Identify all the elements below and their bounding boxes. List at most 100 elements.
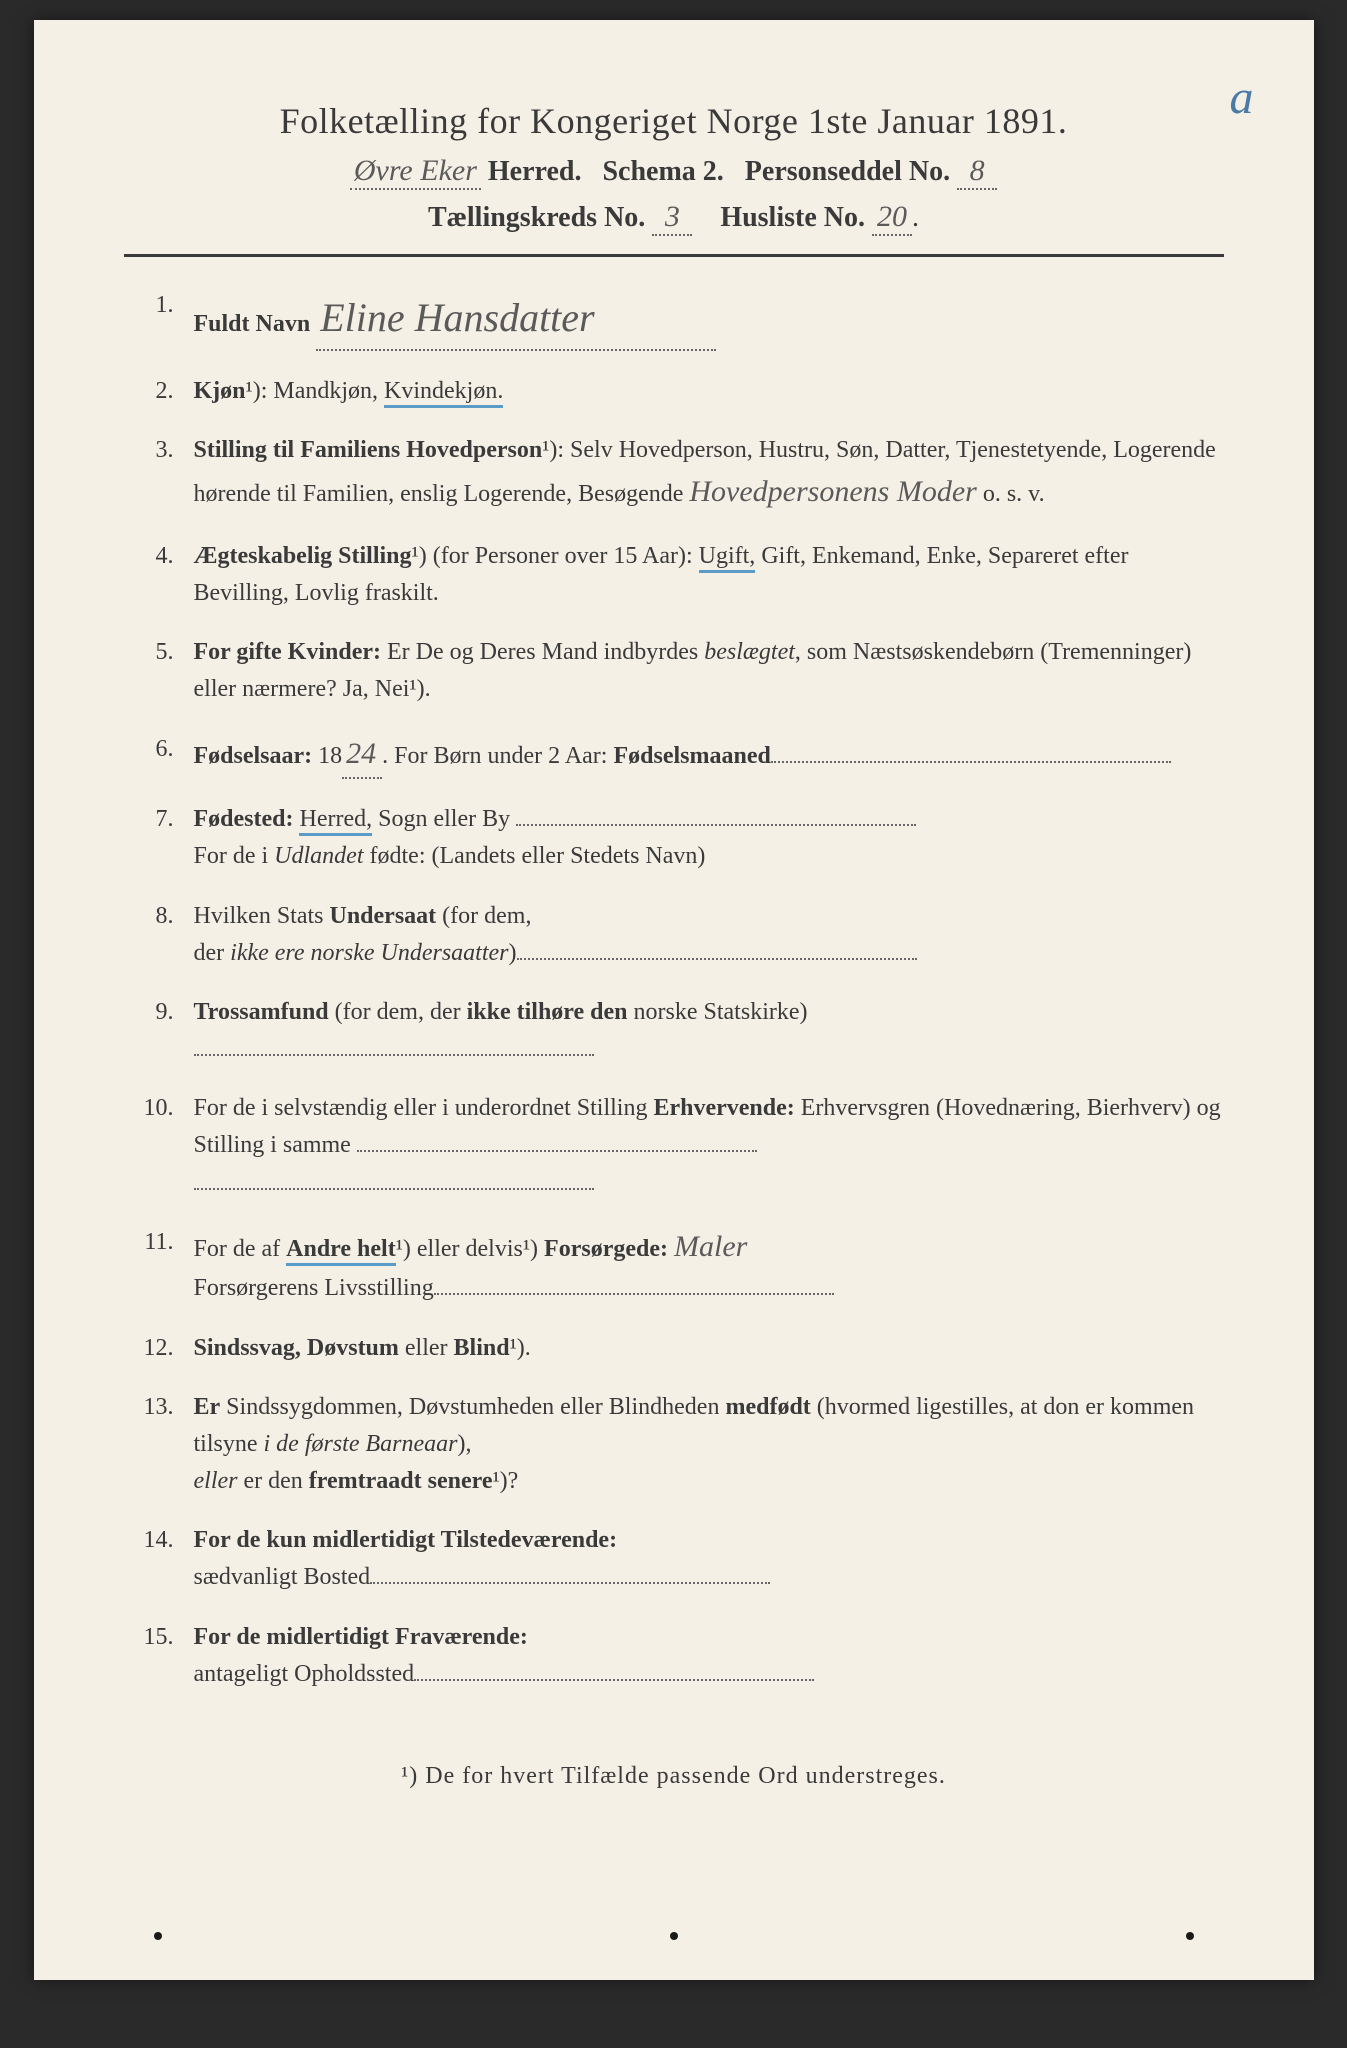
ink-spot (670, 1932, 678, 1940)
personseddel-no: 8 (957, 154, 997, 190)
item-number: 14. (134, 1522, 194, 1596)
item-text: ikke tilhøre den (467, 999, 628, 1025)
item-text (194, 1188, 594, 1190)
item-text: ) (509, 940, 517, 966)
handwritten-value: Maler (674, 1230, 747, 1263)
item-number: 15. (134, 1619, 194, 1693)
form-title: Folketælling for Kongeriget Norge 1ste J… (124, 100, 1224, 142)
item-text: o. s. v. (977, 481, 1045, 507)
herred-value: Øvre Eker (350, 154, 481, 190)
ink-spot (154, 1932, 162, 1940)
item-text: ¹). (510, 1335, 531, 1361)
item-text: . For Børn under 2 Aar: (382, 743, 613, 769)
form-item: 3.Stilling til Familiens Hovedperson¹): … (134, 432, 1224, 516)
form-item: 11.For de af Andre helt¹) eller delvis¹)… (134, 1224, 1224, 1308)
item-body: Stilling til Familiens Hovedperson¹): Se… (194, 432, 1224, 516)
item-body: Fødselsaar: 1824. For Børn under 2 Aar: … (194, 731, 1224, 780)
taellingskreds-label: Tællingskreds No. (428, 202, 645, 233)
form-item: 10.For de i selvstændig eller i underord… (134, 1090, 1224, 1202)
item-text: Blind (454, 1335, 510, 1361)
item-text: Forsørgerens Livsstilling (194, 1275, 434, 1301)
item-number: 7. (134, 801, 194, 875)
item-text: eller (399, 1335, 454, 1361)
form-item: 14.For de kun midlertidigt Tilstedeværen… (134, 1522, 1224, 1596)
item-text: (for dem, der (329, 999, 467, 1025)
husliste-label: Husliste No. (720, 202, 865, 233)
personseddel-label: Personseddel No. (745, 156, 950, 187)
item-body: For de kun midlertidigt Tilstedeværende:… (194, 1522, 1224, 1596)
item-text: sædvanligt Bosted (194, 1564, 371, 1590)
item-text (434, 1293, 834, 1295)
item-text (414, 1679, 814, 1681)
item-number: 13. (134, 1389, 194, 1501)
form-item: 9.Trossamfund (for dem, der ikke tilhøre… (134, 994, 1224, 1068)
item-number: 2. (134, 373, 194, 410)
item-text: For de af (194, 1236, 287, 1262)
handwritten-value: 24 (342, 731, 382, 780)
ink-spot (1186, 1932, 1194, 1940)
item-text: der (194, 940, 231, 966)
item-text (357, 1150, 757, 1152)
item-body: Trossamfund (for dem, der ikke tilhøre d… (194, 994, 1224, 1068)
item-text: For de kun midlertidigt Tilstedeværende: (194, 1527, 618, 1553)
item-text: 18 (312, 743, 342, 769)
item-body: Kjøn¹): Mandkjøn, Kvindekjøn. (194, 373, 1224, 410)
item-body: For de i selvstændig eller i underordnet… (194, 1090, 1224, 1202)
item-text: fødte: (Landets eller Stedets Navn) (364, 843, 706, 869)
item-text: For gifte Kvinder: (194, 639, 382, 665)
item-body: Ægteskabelig Stilling¹) (for Personer ov… (194, 538, 1224, 612)
full-name-value: Eline Hansdatter (316, 287, 716, 351)
item-text: Udlandet (274, 843, 363, 869)
item-text: Er (194, 1394, 221, 1420)
item-number: 11. (134, 1224, 194, 1308)
item-text: er den (237, 1468, 308, 1494)
item-text: Fødested: (194, 806, 294, 832)
form-item: 5.For gifte Kvinder: Er De og Deres Mand… (134, 634, 1224, 708)
item-number: 3. (134, 432, 194, 516)
item-text: norske Statskirke) (628, 999, 808, 1025)
item-text (771, 761, 1171, 763)
item-text (370, 1582, 770, 1584)
header-rule (124, 254, 1224, 257)
item-text: Trossamfund (194, 999, 329, 1025)
form-header: Folketælling for Kongeriget Norge 1ste J… (124, 100, 1224, 236)
item-text: (for dem, (436, 903, 531, 929)
item-text: For de midlertidigt Fraværende: (194, 1624, 528, 1650)
header-line-3: Tællingskreds No. 3 Husliste No. 20. (124, 200, 1224, 236)
form-item: 7.Fødested: Herred, Sogn eller By For de… (134, 801, 1224, 875)
item-text: antageligt Opholdssted (194, 1661, 415, 1687)
husliste-no: 20 (872, 200, 912, 236)
archival-marks (154, 1932, 1194, 1940)
handwritten-value: Hovedpersonens Moder (689, 475, 976, 508)
item-text: Sogn eller By (372, 806, 516, 832)
item-text: Forsørgede: (544, 1236, 668, 1262)
form-item: 2.Kjøn¹): Mandkjøn, Kvindekjøn. (134, 373, 1224, 410)
item-number: 5. (134, 634, 194, 708)
item-text: For de i (194, 843, 275, 869)
item-text: Erhvervende: (653, 1095, 794, 1121)
item-number: 9. (134, 994, 194, 1068)
form-item: 15.For de midlertidigt Fraværende: antage… (134, 1619, 1224, 1693)
item-text: Er De og Deres Mand indbyrdes (381, 639, 704, 665)
item-text: Sindssvag, Døvstum (194, 1335, 399, 1361)
item-text: ), (457, 1431, 471, 1457)
item-number: 8. (134, 898, 194, 972)
item-number: 12. (134, 1330, 194, 1367)
item-text: beslægtet (704, 639, 795, 665)
form-item: 1.Fuldt Navn Eline Hansdatter (134, 287, 1224, 351)
item-text: i de første Barneaar (264, 1431, 458, 1457)
underlined-choice: Kvindekjøn. (384, 378, 503, 408)
item-number: 1. (134, 287, 194, 351)
item-text (517, 958, 917, 960)
item-body: Sindssvag, Døvstum eller Blind¹). (194, 1330, 1224, 1367)
item-text: Hvilken Stats (194, 903, 330, 929)
item-text: Kjøn (194, 378, 246, 404)
item-label: Fuldt Navn (194, 311, 317, 337)
item-text: ¹) (for Personer over 15 Aar): (412, 543, 699, 569)
underlined-choice: Ugift, (699, 543, 756, 573)
item-body: For de midlertidigt Fraværende: antagelig… (194, 1619, 1224, 1693)
item-text: Ægteskabelig Stilling (194, 543, 412, 569)
underlined-choice: Herred, (299, 806, 372, 836)
item-text: ¹): Mandkjøn, (246, 378, 385, 404)
item-body: Fuldt Navn Eline Hansdatter (194, 287, 1224, 351)
